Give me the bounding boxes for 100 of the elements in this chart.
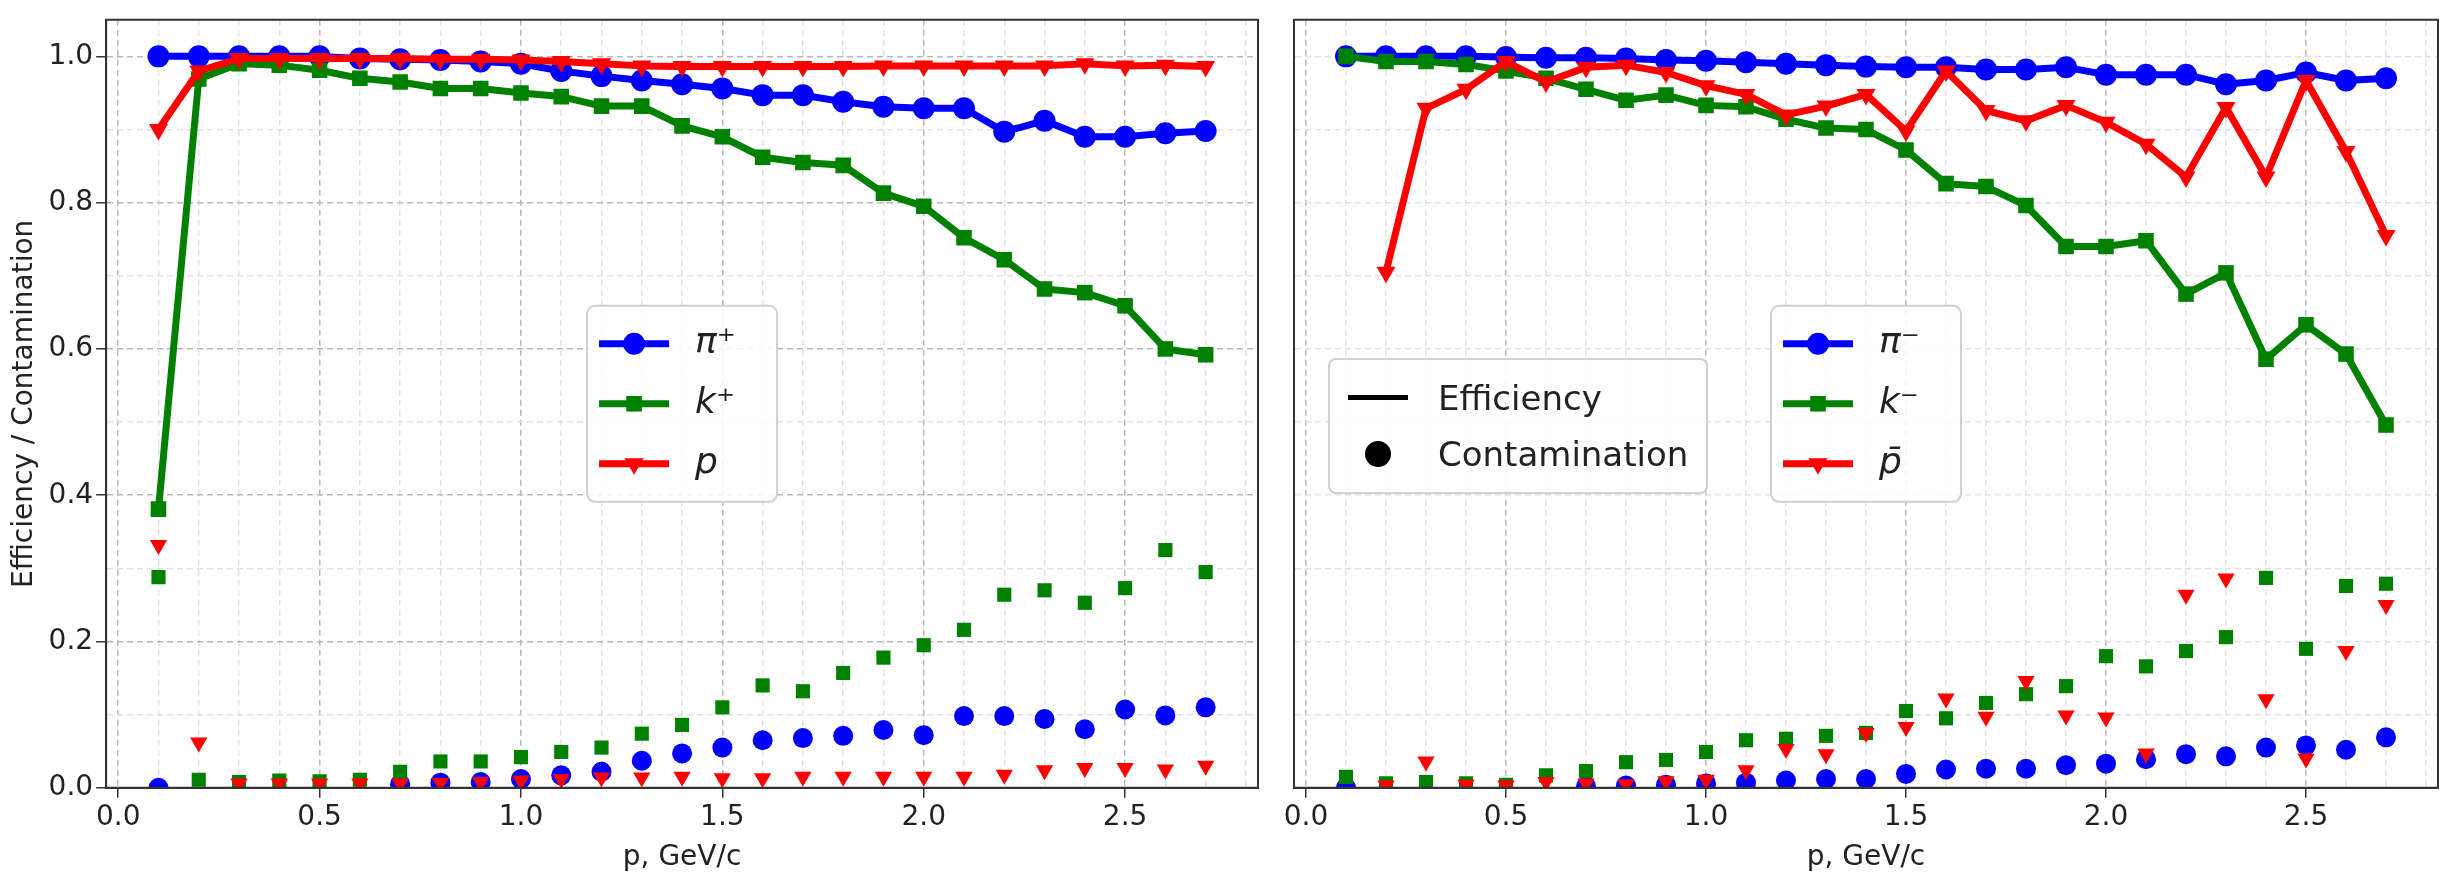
- point: [2338, 578, 2354, 593]
- y-tick-label: 0.8: [48, 183, 94, 217]
- point: [2096, 753, 2116, 774]
- point: [2258, 570, 2274, 585]
- point: [2056, 755, 2076, 776]
- point: [712, 737, 733, 758]
- point: [553, 88, 570, 105]
- point: [674, 118, 690, 134]
- point: [1418, 774, 1434, 788]
- x-axis-title: p, GeV/c: [1806, 839, 1926, 873]
- point: [956, 622, 972, 637]
- point: [1975, 58, 1997, 81]
- point: [2336, 739, 2356, 760]
- point: [751, 84, 774, 107]
- point: [2378, 417, 2394, 433]
- point: [2018, 687, 2034, 702]
- point: [149, 539, 168, 555]
- point: [634, 98, 650, 114]
- point: [1938, 175, 1954, 192]
- x-tick-label: 2.5: [1102, 798, 1148, 832]
- point: [1698, 97, 1714, 114]
- point: [875, 185, 892, 201]
- point: [2098, 649, 2114, 664]
- y-tick-label: 0.2: [48, 622, 94, 656]
- point: [513, 85, 529, 101]
- point: [150, 501, 167, 517]
- point: [792, 728, 813, 749]
- x-tick-label: 0.0: [95, 798, 141, 832]
- point: [1073, 125, 1096, 148]
- annotation: Contamination: [1438, 433, 1689, 474]
- point: [1155, 705, 1176, 726]
- point: [1898, 703, 1914, 719]
- point: [2138, 232, 2154, 249]
- point: [795, 684, 810, 699]
- point: [1118, 581, 1133, 596]
- point: [634, 726, 649, 741]
- point: [671, 73, 694, 96]
- point: [2178, 286, 2194, 302]
- point: [2255, 69, 2277, 92]
- point: [594, 740, 609, 755]
- x-tick-label: 2.0: [901, 798, 946, 832]
- point: [1033, 109, 1056, 132]
- x-tick-label: 0.5: [1483, 798, 1529, 832]
- point: [755, 678, 770, 693]
- point: [873, 720, 894, 741]
- point: [1036, 281, 1053, 297]
- point: [1077, 284, 1093, 301]
- point: [1978, 695, 1994, 711]
- point: [956, 229, 972, 246]
- x-tick-label: 0.0: [1283, 798, 1329, 832]
- point: [672, 743, 693, 764]
- point: [832, 90, 855, 113]
- legend-label: π⁺: [695, 320, 736, 362]
- point: [2298, 641, 2314, 656]
- point: [1735, 51, 1757, 74]
- legend-label: p: [694, 440, 718, 482]
- point: [1695, 49, 1717, 72]
- point: [554, 744, 569, 760]
- point: [912, 97, 935, 120]
- point: [352, 70, 368, 87]
- point: [2095, 63, 2117, 86]
- point: [1115, 699, 1136, 720]
- point: [432, 80, 449, 97]
- point: [791, 84, 814, 107]
- point: [1776, 770, 1796, 788]
- point: [1198, 564, 1213, 580]
- point: [1855, 55, 1877, 78]
- point: [2296, 735, 2316, 756]
- point: [836, 665, 851, 681]
- y-axis-title: Efficiency / Contamination: [6, 219, 40, 588]
- point: [2376, 727, 2396, 748]
- point: [1895, 56, 1917, 79]
- point: [147, 45, 170, 68]
- point: [1154, 122, 1177, 145]
- point: [833, 725, 854, 746]
- point: [714, 129, 731, 145]
- point: [1578, 81, 1594, 98]
- point: [2015, 58, 2037, 81]
- point: [1898, 142, 1914, 158]
- point: [552, 774, 570, 788]
- point: [952, 97, 975, 120]
- x-tick-label: 1.5: [1883, 798, 1929, 832]
- point: [1738, 733, 1754, 748]
- point: [1856, 769, 1876, 788]
- point: [876, 650, 891, 665]
- point: [2216, 746, 2236, 767]
- point: [1535, 46, 1557, 69]
- point: [1858, 121, 1874, 138]
- point: [631, 750, 652, 771]
- point: [915, 198, 932, 215]
- point: [1195, 697, 1216, 718]
- point: [913, 725, 934, 746]
- x-tick-label: 1.0: [498, 798, 544, 832]
- point: [1158, 543, 1173, 558]
- point: [593, 98, 610, 114]
- point: [1074, 719, 1095, 740]
- x-tick-label: 0.5: [297, 798, 342, 832]
- point: [2298, 317, 2314, 333]
- point: [795, 154, 811, 171]
- point: [1157, 341, 1174, 357]
